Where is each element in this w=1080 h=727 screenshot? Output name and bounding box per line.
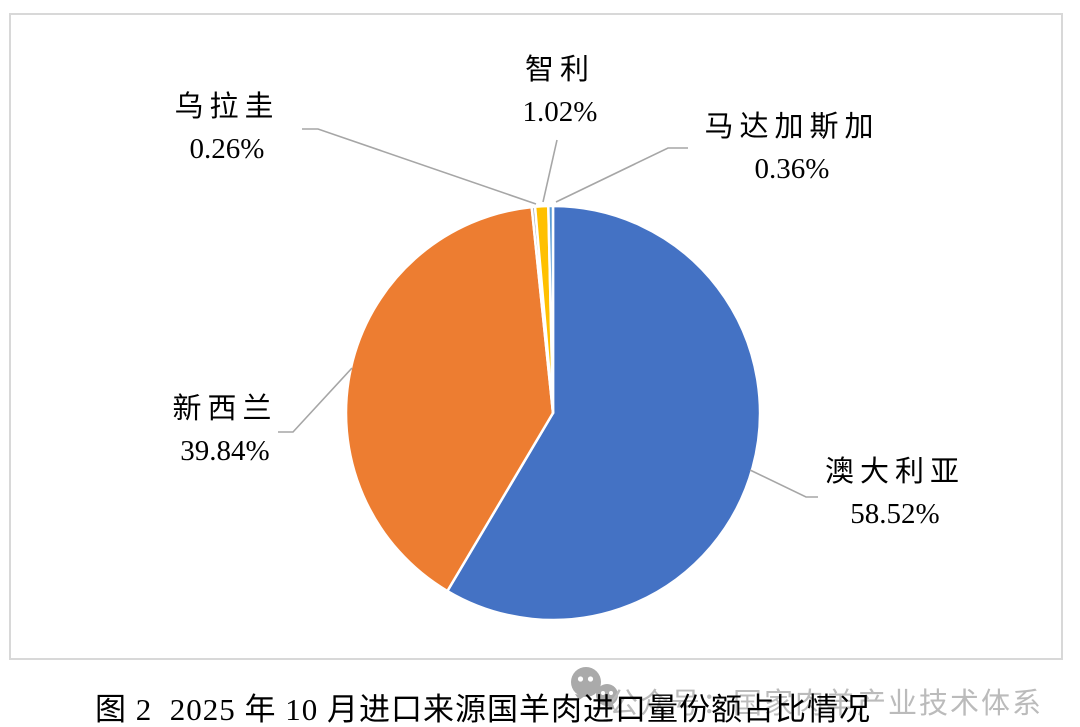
callout-australia: 澳大利亚 58.52%	[795, 451, 995, 535]
slice-value-new-zealand: 39.84%	[180, 435, 270, 467]
slice-label-australia: 澳大利亚	[824, 456, 965, 488]
leader-line-new-zealand	[278, 367, 353, 433]
leader-line-uruguay	[302, 128, 537, 205]
slice-value-australia: 58.52%	[850, 498, 940, 530]
figure-caption: 图 2 2025 年 10 月进口来源国羊肉进口量份额占比情况	[95, 692, 871, 727]
slice-label-uruguay: 乌拉圭	[174, 91, 280, 123]
slice-value-uruguay: 0.26%	[189, 133, 265, 165]
slice-label-chile: 智利	[524, 54, 595, 86]
callout-chile: 智利 1.02%	[460, 49, 660, 133]
slice-value-madagascar: 0.36%	[754, 153, 830, 185]
slice-label-new-zealand: 新西兰	[172, 393, 278, 425]
leader-line-chile	[542, 139, 558, 203]
pie-slice-madagascar	[547, 204, 555, 415]
slice-value-chile: 1.02%	[522, 96, 598, 128]
watermark-text: 公众号：国家肉羊产业技术体系	[609, 688, 1044, 720]
slice-label-madagascar: 马达加斯加	[704, 111, 880, 143]
callout-madagascar: 马达加斯加 0.36%	[672, 106, 912, 190]
pie-slice-australia	[446, 204, 762, 622]
leader-line-australia	[749, 469, 818, 498]
wechat-icon	[571, 667, 618, 710]
watermark: 公众号：国家肉羊产业技术体系	[565, 662, 1045, 720]
callout-new-zealand: 新西兰 39.84%	[125, 388, 325, 472]
callout-uruguay: 乌拉圭 0.26%	[127, 86, 327, 170]
leader-line-madagascar	[555, 147, 688, 203]
